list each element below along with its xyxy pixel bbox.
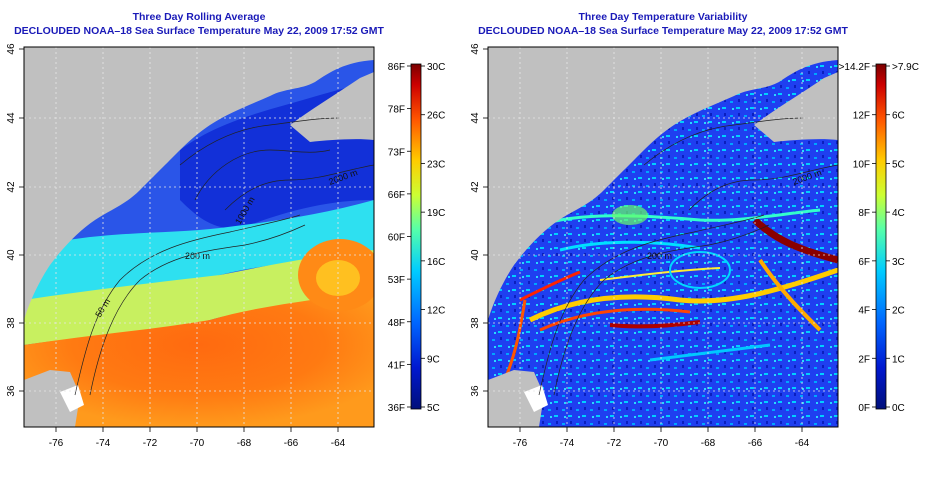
left-cb-c-label: 30C <box>427 62 445 73</box>
left-cb-c-label: 9C <box>427 354 440 365</box>
right-lon-label: -72 <box>607 438 622 449</box>
right-cb-c-label: 1C <box>892 354 905 365</box>
left-lat-label: 38 <box>6 317 17 329</box>
right-lon-label: -66 <box>748 438 763 449</box>
land-mass-right <box>488 47 838 320</box>
right-cb-c-label: 5C <box>892 159 905 170</box>
right-cb-c-label: 6C <box>892 111 905 122</box>
right-title: Three Day Temperature Variability <box>578 11 747 23</box>
right-lat-label: 46 <box>470 43 481 55</box>
left-lat-label: 44 <box>6 112 17 124</box>
right-cb-c-label: 4C <box>892 208 905 219</box>
left-lon-label: -74 <box>96 438 111 449</box>
left-map: 50 m 200 m 1000 m 2000 m <box>24 47 374 427</box>
right-map-frame <box>487 46 839 428</box>
left-cb-f-label: 60F <box>388 233 405 244</box>
left-cb-c-label: 19C <box>427 208 445 219</box>
left-lat-label: 42 <box>6 181 17 193</box>
right-panel: Three Day Temperature Variability DECLOU… <box>470 11 919 449</box>
left-cb-c-label: 23C <box>427 159 445 170</box>
right-lat-label: 36 <box>470 385 481 397</box>
right-cb-f-label: 8F <box>858 208 870 219</box>
left-cb-f-label: 78F <box>388 105 405 116</box>
left-colorbar: 86F 78F 73F 66F 60F 53F 48F 41F 36F 30C 26C 23C 19C 1… <box>388 62 446 414</box>
left-cb-f-label: 53F <box>388 275 405 286</box>
left-cb-f-label: 73F <box>388 147 405 158</box>
right-lat-label: 42 <box>470 181 481 193</box>
left-lon-label: -76 <box>49 438 64 449</box>
graticule-right <box>488 47 838 427</box>
gulf-stream-region <box>24 290 374 427</box>
left-cb-f-label: 86F <box>388 62 405 73</box>
left-cb-f-label: 36F <box>388 403 405 414</box>
right-lon-label: -76 <box>513 438 528 449</box>
graticule <box>24 47 374 427</box>
right-lat-label: 44 <box>470 112 481 124</box>
left-lon-label: -66 <box>284 438 299 449</box>
left-cb-c-label: 12C <box>427 306 445 317</box>
right-colorbar: >14.2F 12F 10F 8F 6F 4F 2F 0F >7.9C 6C 5C 4C 3C 2C 1C 0… <box>839 62 919 414</box>
right-lon-label: -68 <box>701 438 716 449</box>
left-cb-c-label: 26C <box>427 111 445 122</box>
transition-region <box>24 250 374 345</box>
left-cb-f-label: 48F <box>388 318 405 329</box>
right-colorbar-ramp <box>875 63 887 410</box>
left-lon-label: -64 <box>331 438 346 449</box>
left-lat-label: 40 <box>6 249 17 261</box>
right-lat-label: 40 <box>470 249 481 261</box>
left-lon-label: -72 <box>143 438 158 449</box>
right-lon-label: -64 <box>795 438 810 449</box>
right-cb-f-label: >14.2F <box>839 62 870 73</box>
contour-label-200m: 200 m <box>185 251 210 261</box>
left-cb-c-label: 16C <box>427 257 445 268</box>
right-cb-f-label: 0F <box>858 403 870 414</box>
left-lat-label: 36 <box>6 385 17 397</box>
left-subtitle: DECLOUDED NOAA–18 Sea Surface Temperatur… <box>14 25 384 37</box>
right-cb-c-label: 3C <box>892 257 905 268</box>
bathymetry-contours-right <box>538 117 838 396</box>
right-lon-label: -74 <box>560 438 575 449</box>
right-subtitle: DECLOUDED NOAA–18 Sea Surface Temperatur… <box>478 25 848 37</box>
right-cb-f-label: 10F <box>853 159 870 170</box>
left-colorbar-ramp <box>410 63 422 410</box>
land-mass <box>24 47 374 320</box>
right-cb-c-label: 0C <box>892 403 905 414</box>
right-axes: -76 -74 -72 -70 -68 -66 -64 36 38 40 42 44 46 <box>470 43 810 449</box>
right-cb-c-label: >7.9C <box>892 62 919 73</box>
right-cb-f-label: 12F <box>853 111 870 122</box>
right-cb-c-label: 2C <box>892 306 905 317</box>
left-cb-c-label: 5C <box>427 403 440 414</box>
bathymetry-contours <box>74 117 374 396</box>
left-lon-label: -70 <box>190 438 205 449</box>
left-cb-f-label: 66F <box>388 190 405 201</box>
left-lat-label: 46 <box>6 43 17 55</box>
right-cb-f-label: 4F <box>858 306 870 317</box>
left-title: Three Day Rolling Average <box>133 11 266 23</box>
right-cb-f-label: 6F <box>858 257 870 268</box>
right-map: 200 m 2000 m <box>488 47 838 427</box>
right-lat-label: 38 <box>470 317 481 329</box>
left-axes: -76 -74 -72 -70 -68 -66 -64 36 38 40 42 44 46 <box>6 43 346 449</box>
left-map-frame <box>23 46 375 428</box>
right-lon-label: -70 <box>654 438 669 449</box>
right-cb-f-label: 2F <box>858 354 870 365</box>
left-cb-f-label: 41F <box>388 360 405 371</box>
left-lon-label: -68 <box>237 438 252 449</box>
variability-features <box>498 205 838 391</box>
left-panel: Three Day Rolling Average DECLOUDED NOAA… <box>6 11 445 449</box>
contour-label-200m-right: 200 m <box>647 251 672 261</box>
